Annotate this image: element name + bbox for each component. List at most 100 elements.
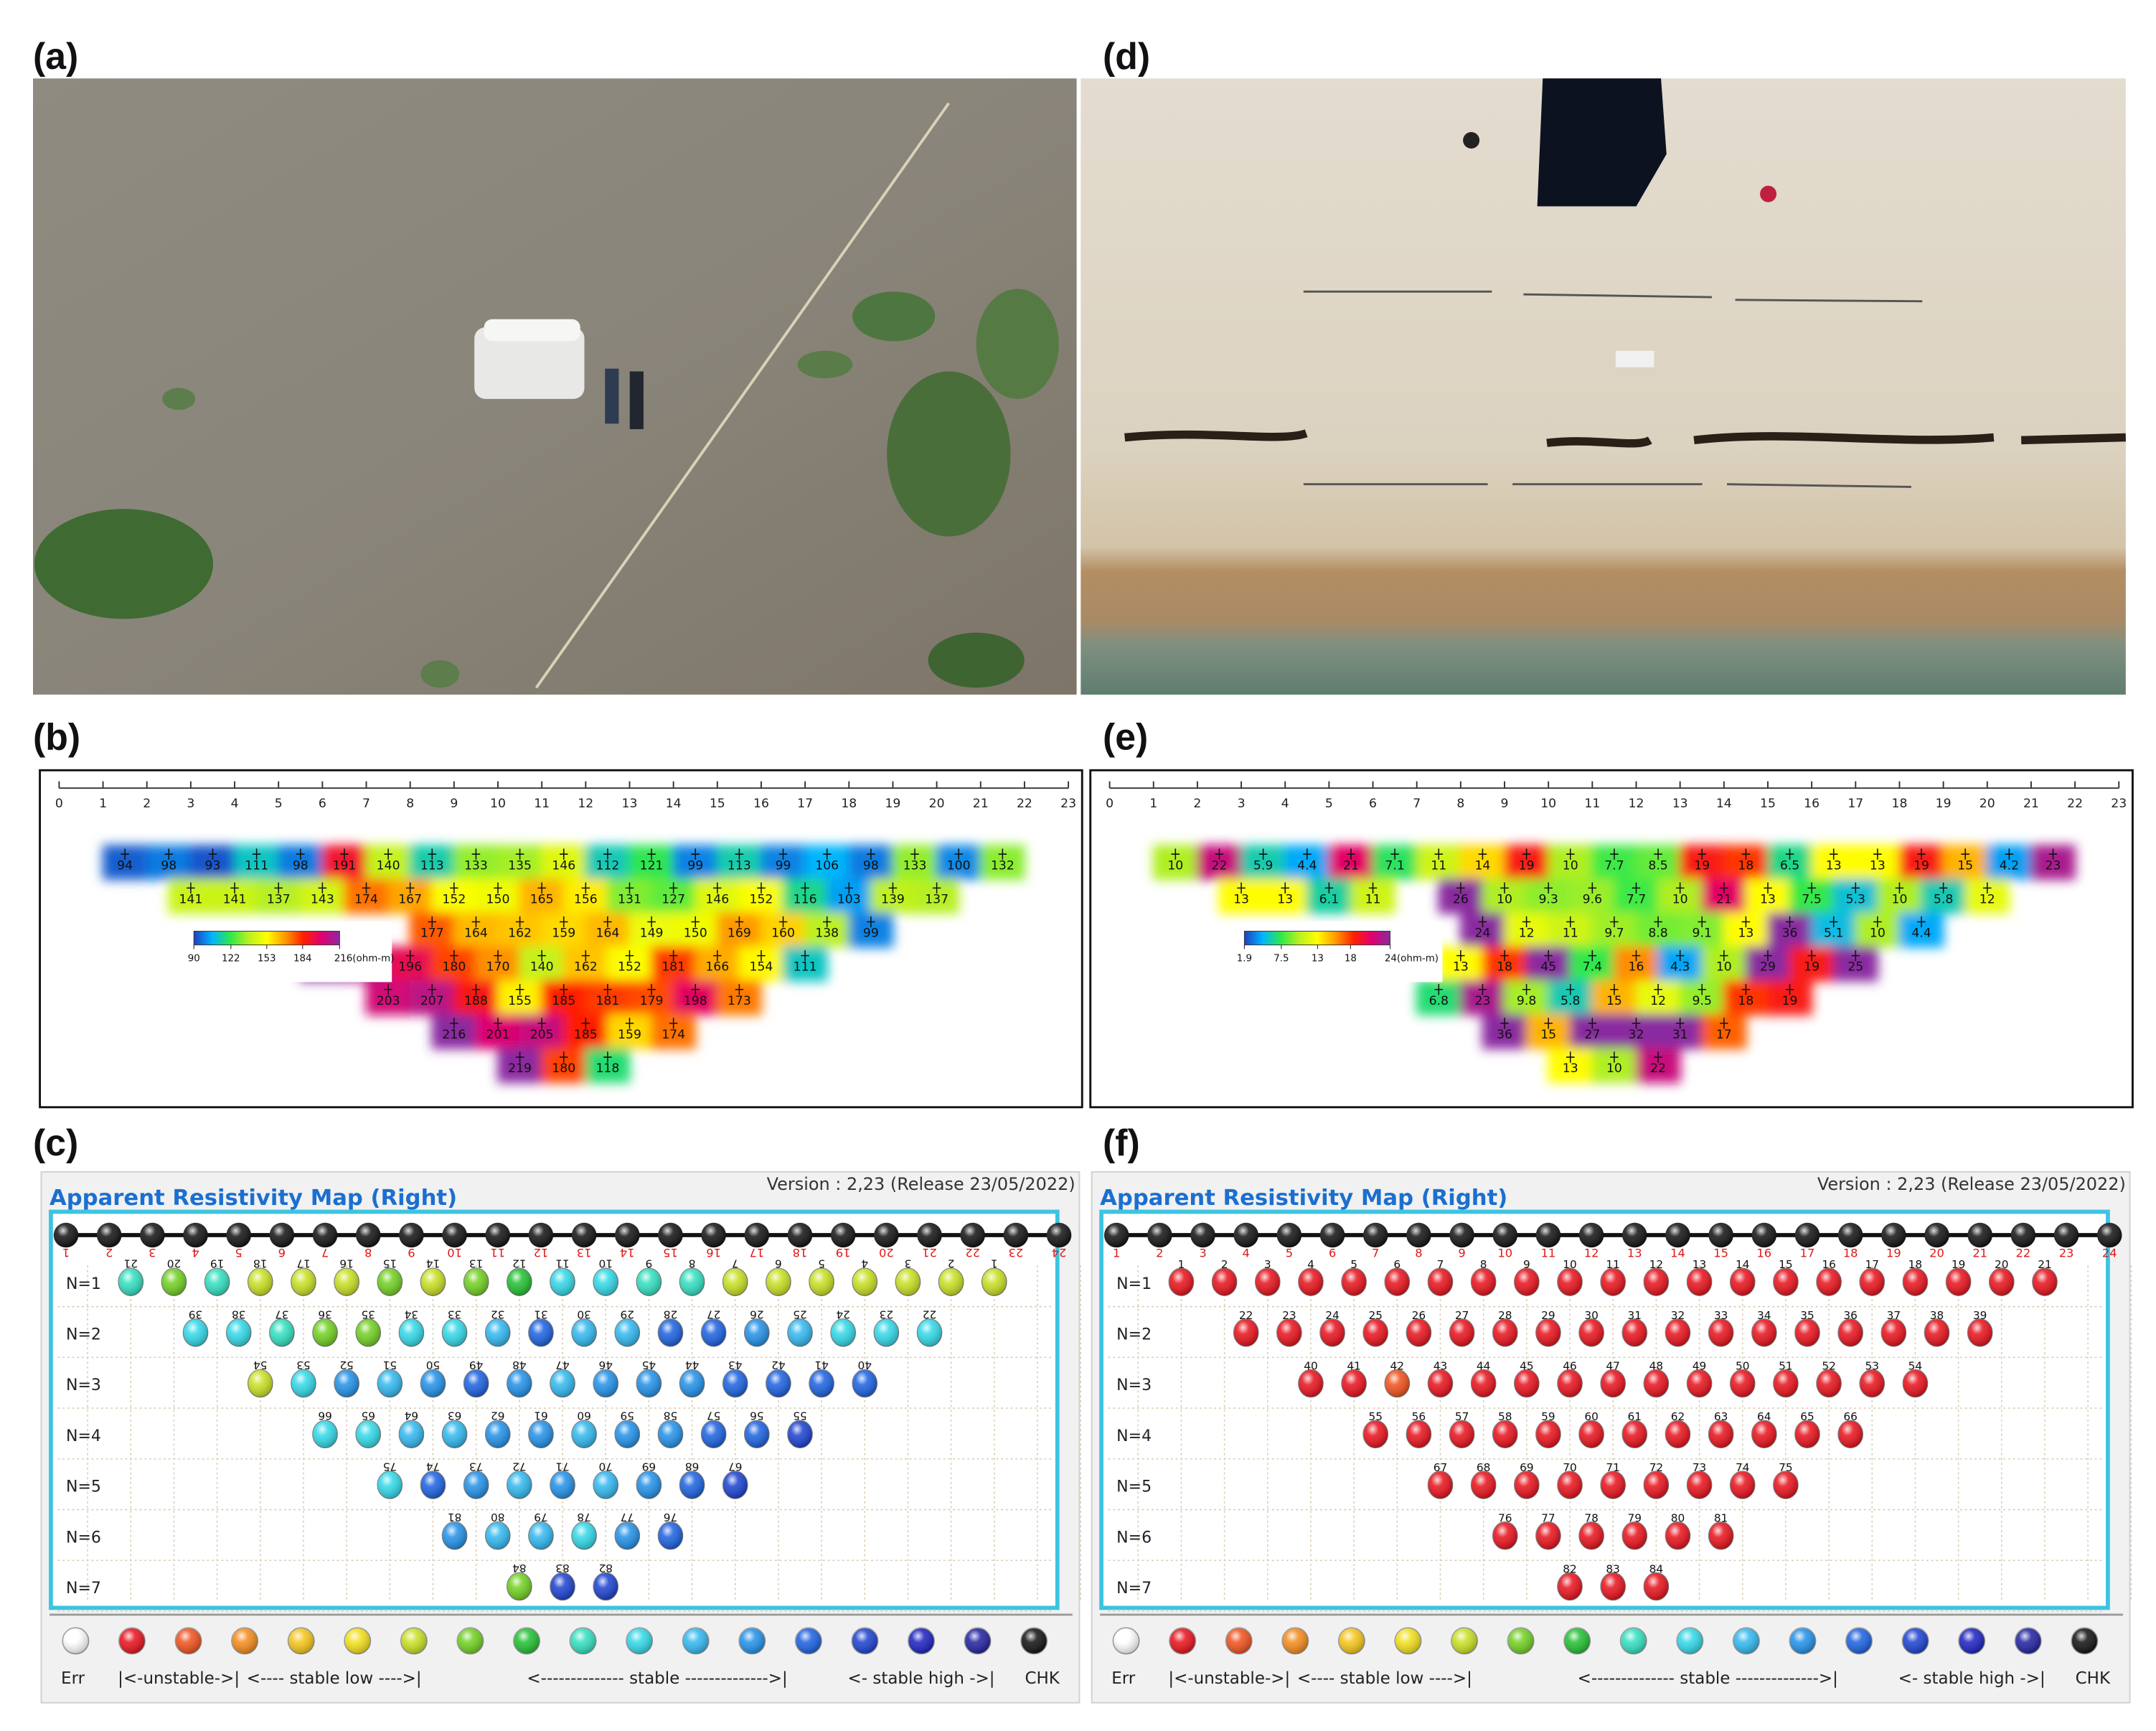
datum-cross bbox=[1698, 984, 1706, 995]
measurement-number: 36 bbox=[1843, 1309, 1858, 1322]
legend-label: <---- stable low ---->| bbox=[247, 1669, 422, 1688]
electrode-number: 17 bbox=[749, 1246, 764, 1259]
datum-cross bbox=[537, 1018, 546, 1029]
survey-line bbox=[535, 102, 950, 689]
measurement-number: 70 bbox=[1563, 1461, 1577, 1474]
dot-shine bbox=[830, 1318, 856, 1347]
electrode-shine bbox=[1708, 1222, 1733, 1248]
datum-cross bbox=[1544, 882, 1553, 893]
datum-label: 19 bbox=[1694, 858, 1710, 873]
dot-shine bbox=[1578, 1318, 1604, 1347]
legend-shine bbox=[1789, 1628, 1816, 1654]
measurement-number: 84 bbox=[1649, 1562, 1664, 1575]
measurement-number: 73 bbox=[1693, 1461, 1707, 1474]
datum-label: 98 bbox=[293, 858, 309, 873]
legend-shine bbox=[964, 1628, 991, 1654]
electrode-number: 13 bbox=[1627, 1247, 1642, 1260]
datum-label: 99 bbox=[687, 858, 703, 873]
datum-cross bbox=[1281, 882, 1289, 893]
datum-label: 185 bbox=[574, 1028, 598, 1042]
dot-shine bbox=[615, 1420, 640, 1448]
measurement-number: 37 bbox=[1887, 1309, 1901, 1322]
dot-shine bbox=[1773, 1268, 1799, 1296]
datum-cross bbox=[1368, 882, 1378, 893]
cart-roof bbox=[484, 319, 580, 342]
datum-cross bbox=[1698, 916, 1706, 928]
colorbar-label: 7.5 bbox=[1274, 954, 1289, 965]
dot-shine bbox=[507, 1572, 532, 1600]
datum-cross bbox=[844, 882, 854, 893]
measurement-number: 45 bbox=[1520, 1359, 1534, 1372]
datum-label: 159 bbox=[552, 927, 575, 941]
datum-cross bbox=[1434, 848, 1444, 860]
datum-label: 21 bbox=[1716, 892, 1732, 906]
electrode-number: 17 bbox=[1800, 1247, 1815, 1260]
row-label: N=1 bbox=[66, 1275, 101, 1293]
dot-shine bbox=[1751, 1318, 1777, 1347]
measurement-number: 66 bbox=[318, 1409, 332, 1422]
legend-shine bbox=[1563, 1628, 1591, 1654]
x-tick-label: 19 bbox=[1936, 797, 1952, 811]
measurement-number: 52 bbox=[339, 1359, 354, 1371]
datum-cross bbox=[801, 882, 809, 893]
dot-shine bbox=[1816, 1369, 1842, 1397]
legend-shine bbox=[1507, 1628, 1534, 1654]
measurement-number: 64 bbox=[1757, 1410, 1771, 1423]
datum-label: 15 bbox=[1606, 994, 1622, 1008]
dot-shine bbox=[377, 1369, 403, 1397]
dot-shine bbox=[1492, 1318, 1517, 1347]
x-tick-label: 23 bbox=[2111, 797, 2127, 811]
measurement-number: 56 bbox=[750, 1409, 764, 1422]
datum-cross bbox=[1895, 882, 1904, 893]
x-tick-label: 1 bbox=[99, 797, 107, 811]
measurement-number: 47 bbox=[1606, 1359, 1620, 1372]
measurement-number: 27 bbox=[1455, 1309, 1469, 1322]
dot-shine bbox=[1362, 1318, 1388, 1347]
measurement-number: 39 bbox=[189, 1308, 203, 1320]
dot-shine bbox=[1341, 1268, 1367, 1296]
measurement-number: 25 bbox=[793, 1308, 807, 1320]
measurement-number: 83 bbox=[555, 1562, 570, 1575]
datum-label: 98 bbox=[161, 858, 176, 873]
measurement-number: 24 bbox=[836, 1308, 850, 1320]
measurement-number: 75 bbox=[383, 1460, 397, 1473]
datum-label: 138 bbox=[815, 927, 839, 941]
vegetation bbox=[162, 388, 196, 411]
measurement-number: 22 bbox=[1239, 1309, 1253, 1322]
dot-shine bbox=[485, 1420, 511, 1448]
dot-shine bbox=[571, 1521, 597, 1549]
datum-label: 5.9 bbox=[1253, 858, 1273, 873]
datum-label: 174 bbox=[354, 892, 378, 906]
x-tick-label: 15 bbox=[1760, 797, 1776, 811]
legend-shine bbox=[795, 1628, 822, 1654]
datum-cross bbox=[691, 984, 700, 995]
x-tick-label: 21 bbox=[2023, 797, 2039, 811]
datum-label: 113 bbox=[420, 858, 444, 873]
datum-label: 174 bbox=[662, 1028, 685, 1042]
measurement-number: 79 bbox=[534, 1511, 548, 1524]
datum-label: 12 bbox=[1980, 892, 1995, 906]
measurement-number: 8 bbox=[1480, 1258, 1487, 1271]
x-tick-label: 22 bbox=[1017, 797, 1032, 811]
datum-label: 7.7 bbox=[1627, 892, 1646, 906]
x-tick-label: 11 bbox=[534, 797, 550, 811]
datum-cross bbox=[625, 1018, 634, 1029]
electrode-number: 23 bbox=[1009, 1246, 1024, 1259]
measurement-number: 10 bbox=[1563, 1258, 1577, 1271]
dot-shine bbox=[291, 1369, 316, 1397]
datum-cross bbox=[910, 848, 919, 860]
datum-cross bbox=[1851, 949, 1860, 962]
x-tick-label: 23 bbox=[1060, 797, 1076, 811]
dot-shine bbox=[679, 1268, 705, 1296]
datum-cross bbox=[2005, 848, 2014, 860]
electrode-shine bbox=[615, 1222, 640, 1248]
datum-cross bbox=[757, 949, 766, 962]
dot-shine bbox=[312, 1318, 338, 1347]
electrode-shine bbox=[226, 1222, 251, 1248]
measurement-number: 15 bbox=[383, 1257, 397, 1270]
datum-label: 9.3 bbox=[1538, 892, 1558, 906]
dot-shine bbox=[1989, 1268, 2015, 1296]
electrode-shine bbox=[1924, 1222, 1949, 1248]
datum-cross bbox=[450, 1018, 458, 1029]
datum-cross bbox=[1741, 848, 1751, 860]
